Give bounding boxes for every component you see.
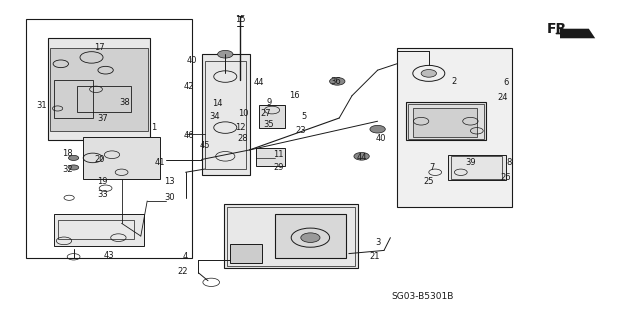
Bar xyxy=(448,155,506,180)
Bar xyxy=(230,244,262,263)
Text: FR.: FR. xyxy=(547,22,573,36)
Text: 4: 4 xyxy=(183,252,188,261)
Text: 38: 38 xyxy=(120,98,130,107)
Bar xyxy=(256,148,285,166)
Text: 36: 36 xyxy=(331,77,341,86)
Bar xyxy=(205,61,246,169)
Bar xyxy=(26,19,192,258)
Bar xyxy=(413,108,477,137)
Text: 20: 20 xyxy=(94,155,104,164)
Bar xyxy=(406,102,486,140)
Text: 35: 35 xyxy=(264,120,274,129)
Text: 6: 6 xyxy=(503,78,508,87)
Text: 21: 21 xyxy=(369,252,380,261)
Text: 31: 31 xyxy=(36,101,47,110)
Text: 13: 13 xyxy=(164,177,175,186)
Circle shape xyxy=(370,125,385,133)
Bar xyxy=(408,104,484,139)
Bar xyxy=(58,220,134,239)
Text: 22: 22 xyxy=(177,267,188,276)
Text: 14: 14 xyxy=(212,99,223,108)
Text: 18: 18 xyxy=(62,149,72,158)
Text: 37: 37 xyxy=(97,114,108,122)
Text: 1: 1 xyxy=(151,123,156,132)
Text: 29: 29 xyxy=(273,163,284,172)
Text: 16: 16 xyxy=(289,91,300,100)
Text: 12: 12 xyxy=(235,123,245,132)
Circle shape xyxy=(218,50,233,58)
Text: 42: 42 xyxy=(184,82,194,91)
Bar xyxy=(50,48,148,131)
Text: 30: 30 xyxy=(164,193,175,202)
Text: 27: 27 xyxy=(260,109,271,118)
Circle shape xyxy=(330,78,345,85)
Text: 43: 43 xyxy=(104,251,114,260)
Text: 9: 9 xyxy=(266,98,271,107)
Text: SG03-B5301B: SG03-B5301B xyxy=(391,292,454,301)
Bar xyxy=(54,214,144,246)
Text: 34: 34 xyxy=(209,112,220,121)
Text: 44: 44 xyxy=(356,153,367,162)
Circle shape xyxy=(421,70,436,77)
Circle shape xyxy=(68,155,79,160)
Text: 17: 17 xyxy=(94,43,104,52)
Text: 7: 7 xyxy=(429,163,435,172)
Circle shape xyxy=(354,152,369,160)
Bar xyxy=(202,54,250,175)
Bar xyxy=(48,38,150,140)
Text: 40: 40 xyxy=(376,134,386,143)
Text: 19: 19 xyxy=(97,177,108,186)
Bar xyxy=(451,156,502,179)
Text: 32: 32 xyxy=(62,165,72,174)
Text: 2: 2 xyxy=(452,77,457,86)
Text: 26: 26 xyxy=(500,173,511,182)
Bar xyxy=(227,207,355,266)
Text: 10: 10 xyxy=(238,109,248,118)
Text: 15: 15 xyxy=(235,15,245,24)
Text: 8: 8 xyxy=(506,158,511,167)
Bar xyxy=(83,137,160,179)
Text: 39: 39 xyxy=(465,158,476,167)
Text: 44: 44 xyxy=(254,78,264,87)
Circle shape xyxy=(68,165,79,170)
Text: 40: 40 xyxy=(187,56,197,65)
Text: 46: 46 xyxy=(184,131,194,140)
Text: 41: 41 xyxy=(155,158,165,167)
Text: 11: 11 xyxy=(273,150,284,159)
Polygon shape xyxy=(397,48,512,207)
Bar xyxy=(77,86,131,112)
Text: 25: 25 xyxy=(424,177,434,186)
Circle shape xyxy=(301,233,320,242)
Bar xyxy=(259,105,285,128)
Bar xyxy=(224,204,358,268)
Text: 45: 45 xyxy=(200,141,210,150)
Polygon shape xyxy=(560,29,595,38)
Text: 23: 23 xyxy=(296,126,306,135)
Text: 5: 5 xyxy=(301,112,307,121)
Text: 28: 28 xyxy=(238,134,248,143)
Bar xyxy=(54,80,93,118)
Text: 33: 33 xyxy=(97,190,108,199)
Text: 3: 3 xyxy=(375,238,380,247)
Text: 24: 24 xyxy=(497,93,508,102)
Bar xyxy=(275,214,346,258)
